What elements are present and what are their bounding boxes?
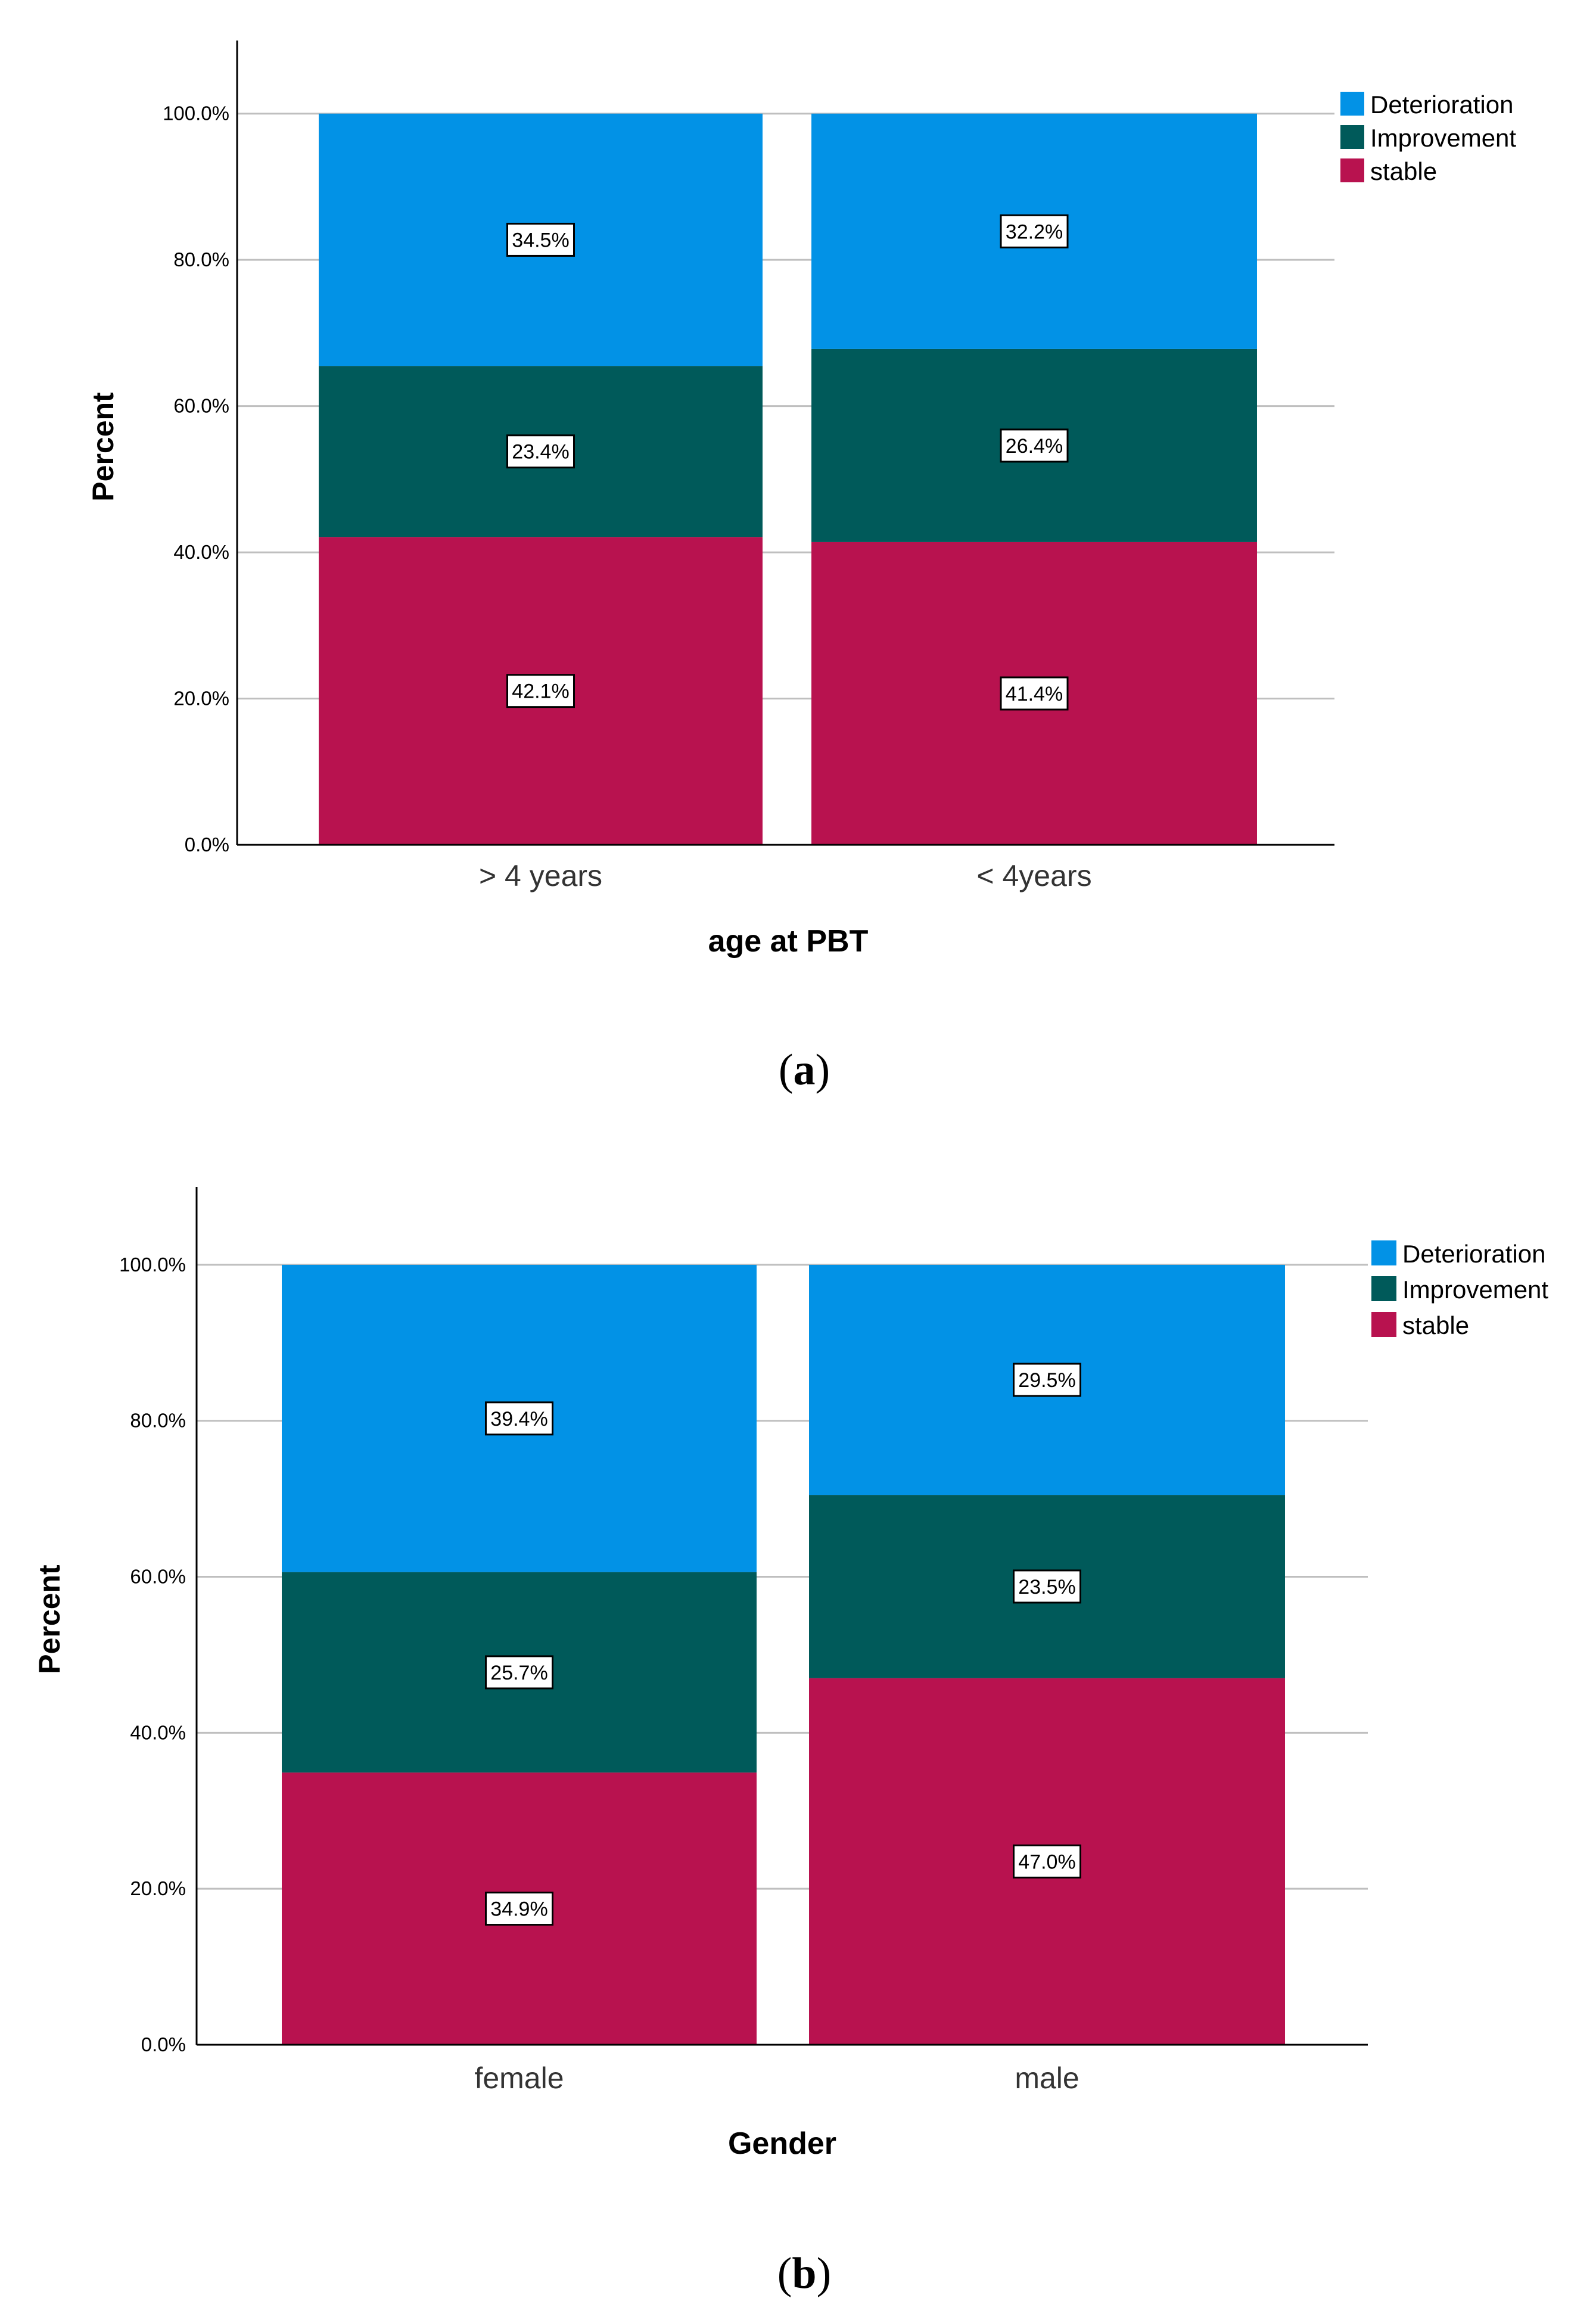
data-label-box [485, 1655, 553, 1690]
data-label: 29.5% [1018, 1369, 1075, 1392]
legend-swatch-improvement [1340, 125, 1364, 149]
y-tick-label: 100.0% [119, 1254, 186, 1276]
y-axis-title: Percent [86, 392, 120, 502]
panel-label: (b) [777, 2249, 831, 2298]
y-axis-title: Percent [33, 1565, 66, 1674]
legend: Deterioration Improvement stable [1371, 1240, 1548, 1339]
x-axis-title: Gender [728, 2126, 836, 2161]
legend-swatch-stable [1371, 1312, 1396, 1337]
data-label: 34.9% [490, 1898, 547, 1921]
data-label: 42.1% [512, 680, 569, 703]
y-tick-label: 60.0% [173, 395, 229, 417]
y-tick-label: 40.0% [130, 1721, 186, 1743]
data-label-box [1000, 214, 1069, 248]
data-label: 23.4% [512, 441, 569, 464]
x-tick-label: male [1015, 2061, 1079, 2095]
y-tick-label: 60.0% [130, 1566, 186, 1588]
y-tick-label: 80.0% [173, 248, 229, 270]
data-label: 26.4% [1006, 435, 1063, 458]
data-label: 23.5% [1018, 1576, 1075, 1599]
y-tick-label: 100.0% [163, 102, 229, 125]
data-label-box [1000, 428, 1069, 463]
legend-swatch-stable [1340, 158, 1364, 182]
y-tick-label: 40.0% [173, 541, 229, 563]
legend-label: Deterioration [1402, 1240, 1545, 1268]
x-tick-label: > 4 years [479, 859, 602, 892]
x-tick-label: < 4years [976, 859, 1091, 892]
chart-panel-b: 0.0% 20.0% 40.0% 60.0% 80.0% 100.0% 34.9% 25.7%… [33, 1187, 1548, 2298]
data-label-box [1000, 676, 1069, 711]
legend-label: stable [1370, 157, 1437, 185]
y-tick-label: 20.0% [173, 688, 229, 710]
panel-label: (a) [779, 1046, 830, 1094]
legend-label: Deterioration [1370, 91, 1513, 119]
data-label-box [485, 1892, 553, 1926]
data-label-box [1013, 1363, 1081, 1397]
data-label-box [485, 1401, 553, 1436]
y-tick-label: 80.0% [130, 1410, 186, 1432]
legend-label: Improvement [1402, 1276, 1548, 1304]
data-label: 34.5% [512, 229, 569, 251]
chart-panel-a: 0.0% 20.0% 40.0% 60.0% 80.0% 100.0% 42.1% 23.4%… [86, 41, 1516, 1094]
legend-swatch-deterioration [1371, 1240, 1396, 1265]
data-label-box [506, 434, 575, 469]
legend-swatch-deterioration [1340, 92, 1364, 116]
data-label: 25.7% [490, 1662, 547, 1684]
legend-label: stable [1402, 1311, 1469, 1339]
y-tick-label: 20.0% [130, 1877, 186, 1899]
data-label-box [506, 222, 575, 257]
data-label: 41.4% [1006, 683, 1063, 705]
data-label: 39.4% [490, 1408, 547, 1430]
data-label-box [1013, 1569, 1081, 1604]
legend-label: Improvement [1370, 124, 1516, 152]
y-tick-label: 0.0% [185, 834, 229, 856]
data-label: 47.0% [1018, 1851, 1075, 1873]
legend: Deterioration Improvement stable [1340, 91, 1516, 185]
y-tick-label: 0.0% [141, 2033, 186, 2055]
x-tick-label: female [474, 2061, 564, 2095]
data-label: 32.2% [1006, 220, 1063, 243]
data-label-box [1013, 1844, 1081, 1879]
x-axis-title: age at PBT [708, 924, 869, 959]
data-label-box [506, 674, 575, 708]
legend-swatch-improvement [1371, 1276, 1396, 1301]
